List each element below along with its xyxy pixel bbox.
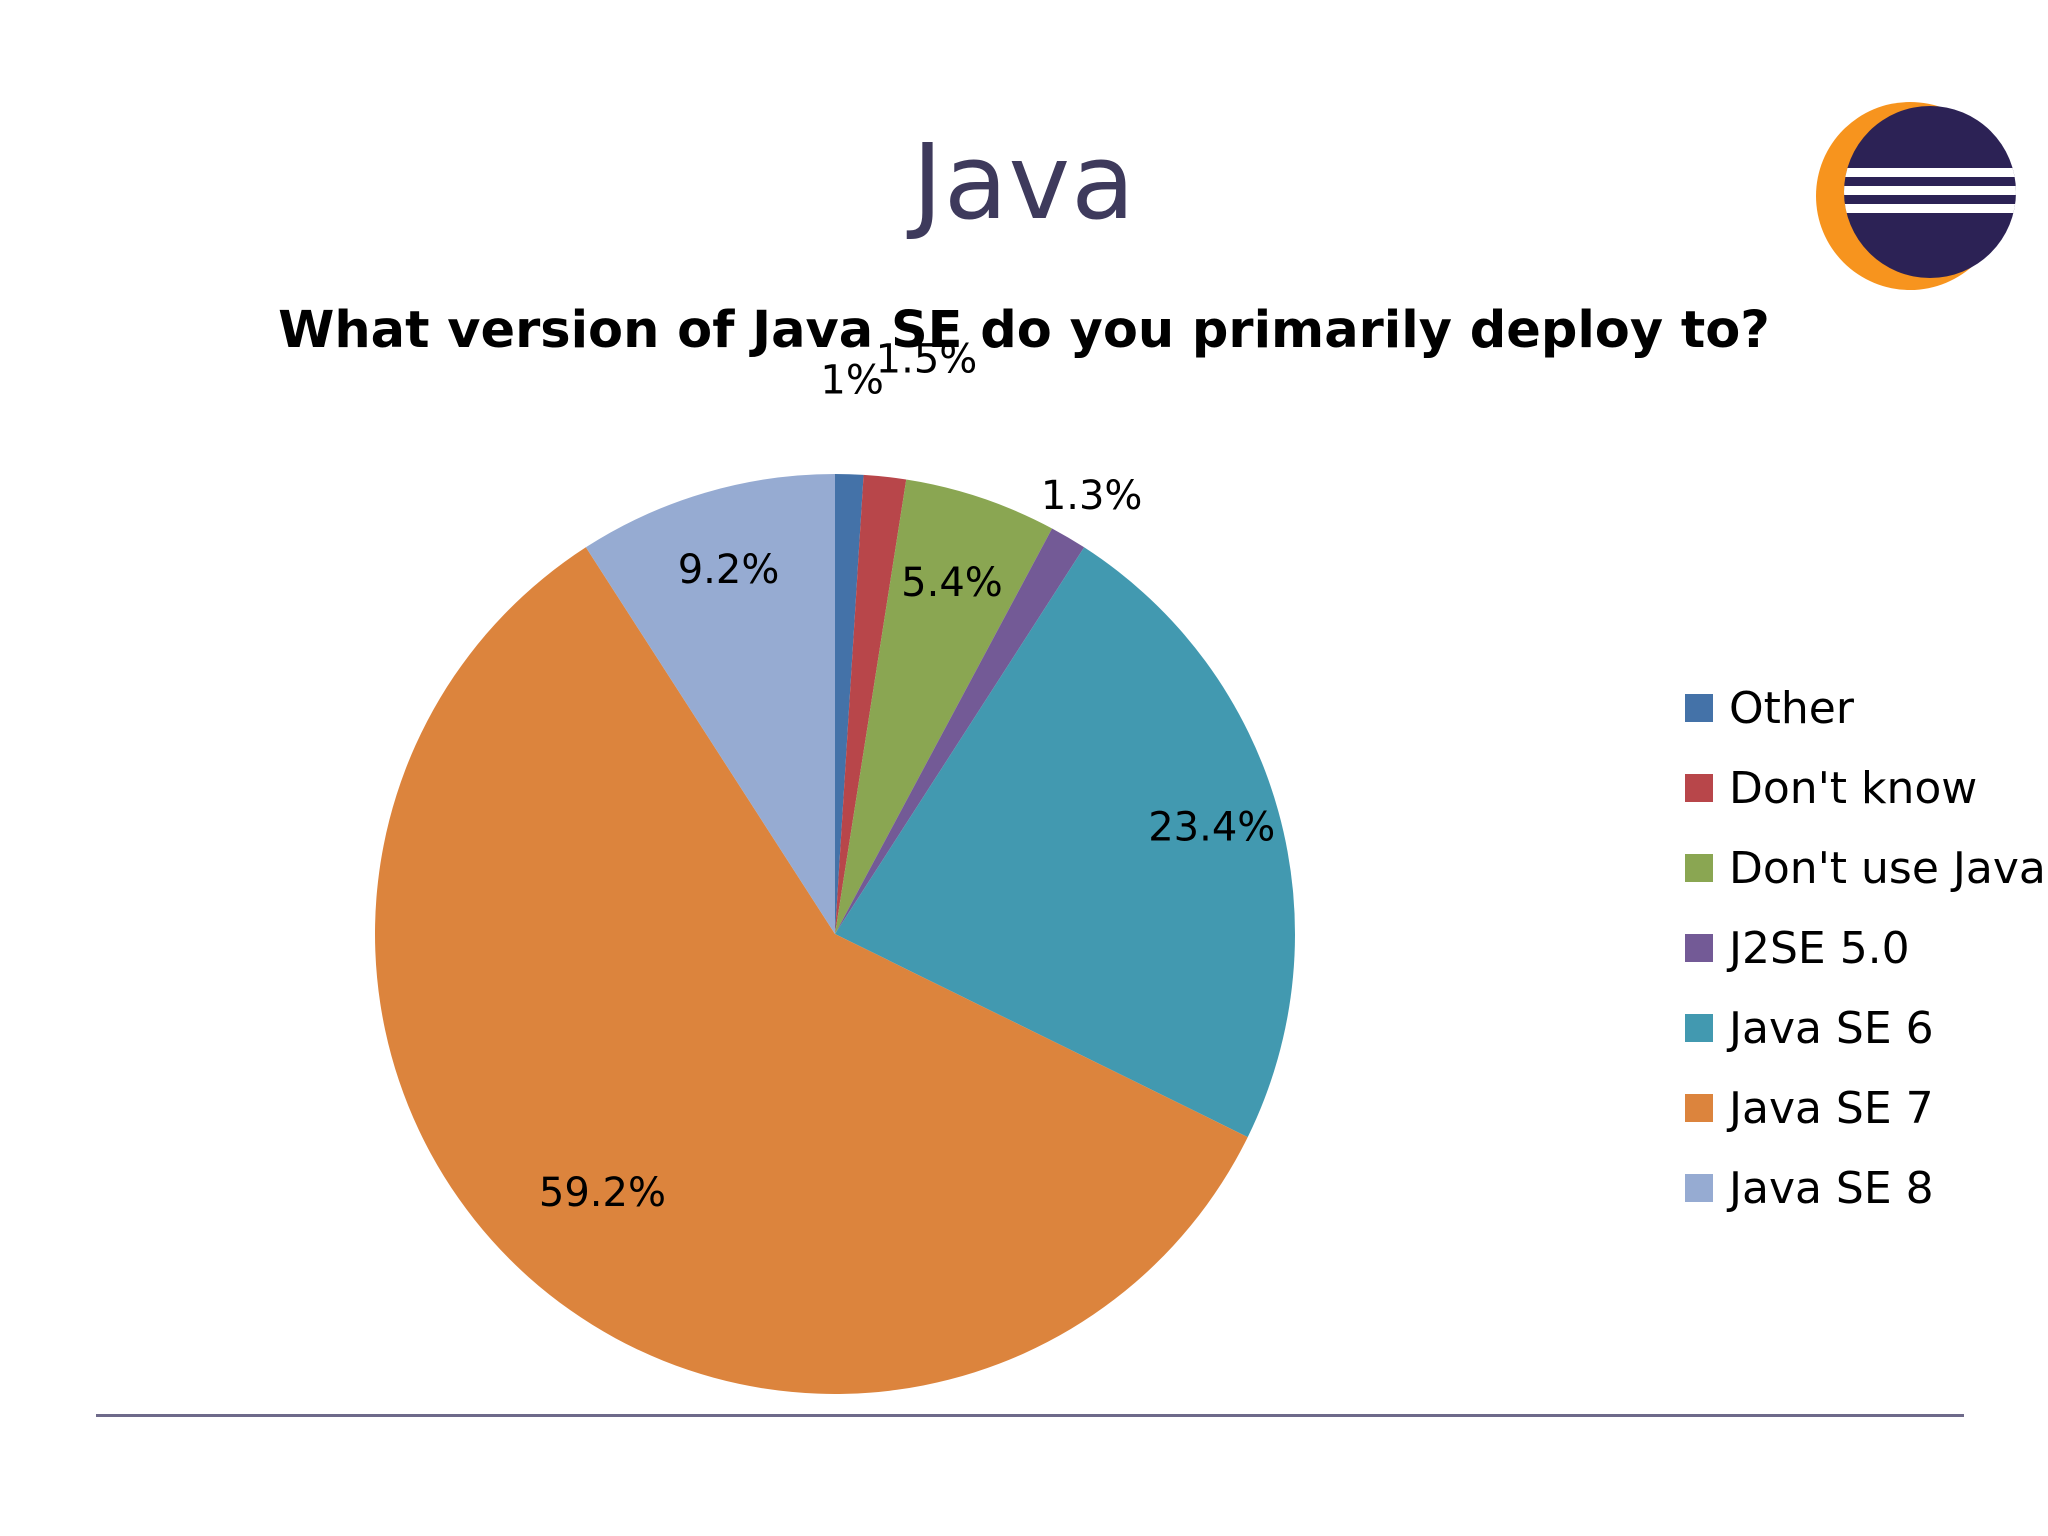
legend-label: Don't use Java [1729,842,2046,894]
legend-item: Other [1685,668,2046,748]
slice-label-java-se-6: 23.4% [1148,804,1275,850]
slide-title: Java [912,121,1136,243]
legend-item: J2SE 5.0 [1685,908,2046,988]
slice-label-don-t-know: 1.5% [876,337,978,383]
legend-swatch [1685,1094,1713,1122]
pie-slice-other [835,474,864,934]
legend-swatch [1685,694,1713,722]
legend-swatch [1685,1174,1713,1202]
pie-slice-j2se-5-0 [835,528,1085,934]
pie-slice-java-se-6 [835,547,1295,1138]
chart-legend: Other Don't know Don't use Java J2SE 5.0 Jav… [1685,668,2046,1228]
pie-slice-don-t-use-java [835,479,1053,934]
legend-label: J2SE 5.0 [1729,922,1910,974]
slice-label-don-t-use-java: 5.4% [901,560,1003,606]
pie-slice-java-se-7 [374,547,1248,1395]
legend-swatch [1685,854,1713,882]
eclipse-logo-icon [1816,102,2016,290]
pie-slice-java-se-8 [585,474,835,934]
legend-swatch [1685,1014,1713,1042]
legend-item: Java SE 7 [1685,1068,2046,1148]
legend-label: Java SE 8 [1729,1162,1934,1214]
legend-label: Java SE 6 [1729,1002,1934,1054]
legend-label: Don't know [1729,762,1978,814]
legend-label: Other [1729,682,1854,734]
pie-slice-don-t-know [835,474,907,934]
legend-swatch [1685,774,1713,802]
legend-item: Don't know [1685,748,2046,828]
footer-divider [96,1414,1964,1417]
slice-label-java-se-8: 9.2% [678,547,780,593]
legend-item: Don't use Java [1685,828,2046,908]
legend-swatch [1685,934,1713,962]
legend-item: Java SE 6 [1685,988,2046,1068]
slice-label-other: 1% [820,357,883,403]
slice-label-j2se-5-0: 1.3% [1041,473,1143,519]
slice-label-java-se-7: 59.2% [539,1170,666,1216]
legend-item: Java SE 8 [1685,1148,2046,1228]
legend-label: Java SE 7 [1729,1082,1934,1134]
chart-title: What version of Java SE do you primarily… [278,301,1770,360]
